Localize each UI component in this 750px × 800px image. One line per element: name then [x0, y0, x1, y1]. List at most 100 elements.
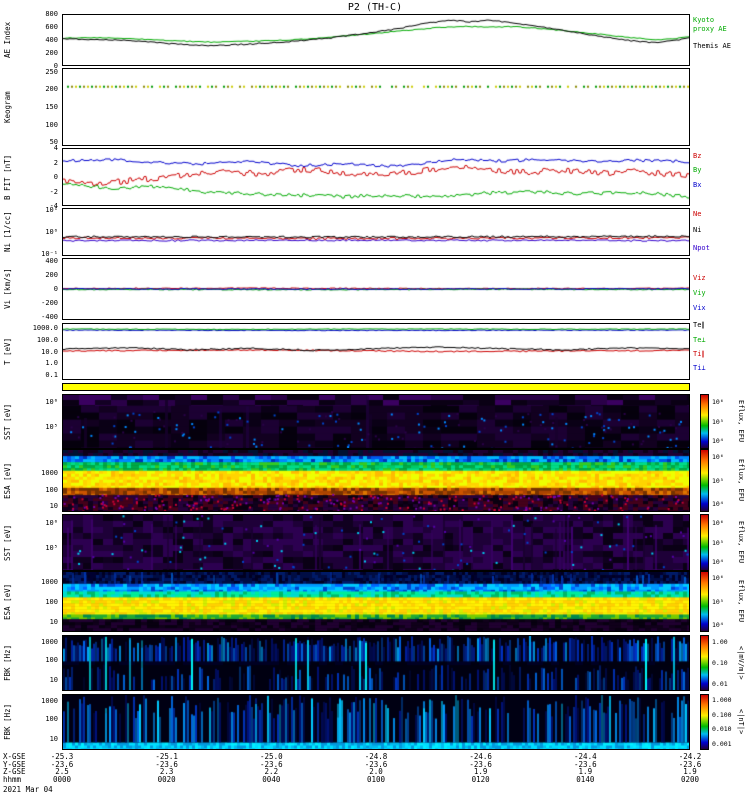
colorbar-unit-4: <|mV/m|> — [737, 646, 745, 680]
footer-value: -23.6 — [364, 759, 388, 769]
ytick-label-vi: 0 — [53, 285, 58, 293]
panel-bfit — [62, 148, 690, 206]
legend-label-vi: Viz — [693, 274, 706, 282]
left-axis-label-esa_elec: ESA [eV] — [3, 583, 12, 620]
colorbar-3 — [700, 571, 709, 632]
ytick-label-fbk_e: 100 — [45, 656, 58, 665]
ytick-label-bfit: 0 — [53, 173, 58, 181]
ytick-label-vi: -200 — [41, 298, 58, 307]
footer-value: -23.6 — [260, 759, 283, 769]
ytick-label-sst_ion: 10⁶ — [45, 398, 58, 407]
left-axis-label-ae: AE Index — [3, 21, 12, 59]
ytick-label-fbk_b: 10 — [49, 734, 58, 743]
footer-value: 0100 — [366, 774, 386, 784]
left-axis-label-sst_elec: SST [eV] — [3, 524, 12, 561]
colorbar-tick-2: 10⁵ — [712, 538, 724, 547]
ytick-label-temp: 1000.0 — [32, 323, 58, 332]
ytick-label-keogram: 100 — [45, 120, 58, 129]
colorbar-0 — [700, 394, 709, 449]
panel-esa_elec — [62, 571, 690, 632]
panel-vi — [62, 258, 690, 320]
ytick-label-temp: 100.0 — [36, 335, 58, 344]
ytick-label-bfit: -4 — [49, 202, 58, 210]
legend-label-temp: Ti⊥ — [693, 364, 706, 372]
panel-ae — [62, 14, 690, 66]
ytick-label-fbk_b: 1000 — [41, 696, 58, 705]
legend-label-ni: Ne — [693, 210, 702, 218]
footer-value: 2.2 — [264, 767, 279, 777]
plot-canvas-esa_ion — [63, 450, 689, 511]
panel-sst_elec — [62, 514, 690, 571]
footer-value: 0000 — [52, 774, 72, 784]
ytick-label-ae: 0 — [53, 62, 58, 70]
left-axis-label-vi: Vi [km/s] — [3, 268, 12, 310]
panel-roi — [62, 383, 690, 391]
legend-label-bfit: By — [693, 166, 702, 174]
ytick-label-temp: 1.0 — [45, 359, 58, 368]
legend-label-bfit: Bx — [693, 181, 702, 189]
colorbar-tick-4: 0.01 — [712, 680, 728, 689]
colorbar-tick-5: 0.100 — [712, 710, 732, 719]
footer-value: -24.6 — [469, 752, 492, 761]
footer-value: -25.0 — [260, 752, 283, 761]
ytick-label-ni: 10⁰ — [45, 228, 58, 236]
panel-ni — [62, 208, 690, 256]
footer-value: -24.4 — [574, 752, 597, 761]
footer-value: -23.6 — [469, 759, 492, 769]
left-axis-label-keogram: Keogram — [3, 91, 12, 123]
left-axis-label-temp: T [eV] — [3, 337, 12, 366]
ytick-label-keogram: 250 — [45, 67, 58, 76]
plot-canvas-ae — [63, 15, 689, 65]
panel-fbk_e — [62, 635, 690, 691]
ytick-label-esa_elec: 100 — [45, 597, 58, 606]
left-axis-label-bfit: B FIT [nT] — [3, 154, 12, 200]
ytick-label-bfit: 4 — [53, 144, 58, 152]
colorbar-tick-3: 10⁶ — [712, 574, 724, 583]
ytick-label-sst_ion: 10⁵ — [45, 423, 58, 431]
colorbar-tick-1: 10⁵ — [712, 476, 724, 485]
ytick-label-keogram: 50 — [49, 138, 58, 147]
plot-canvas-sst_ion — [63, 395, 689, 448]
ytick-label-ae: 800 — [45, 10, 58, 18]
footer-row-label-hhmm: hhmm — [3, 774, 22, 784]
colorbar-unit-3: Eflux, EFU — [737, 580, 745, 623]
ytick-label-vi: 200 — [45, 271, 58, 280]
colorbar-tick-5: 0.010 — [712, 725, 732, 734]
colorbar-unit-2: Eflux, EFU — [737, 521, 745, 564]
footer-value: -23.6 — [678, 759, 702, 769]
footer-value: 2.5 — [55, 767, 69, 777]
ytick-label-ni: 10¹ — [45, 206, 58, 215]
colorbar-tick-2: 10⁶ — [712, 518, 724, 527]
colorbar-4 — [700, 635, 709, 691]
footer-row-label-Y-GSE: Y-GSE — [3, 759, 26, 769]
ytick-label-bfit: 2 — [53, 158, 58, 167]
ytick-label-bfit: -2 — [49, 187, 58, 196]
colorbar-tick-4: 0.10 — [712, 659, 728, 667]
footer-value: -23.6 — [155, 759, 178, 769]
plot-canvas-bfit — [63, 149, 689, 205]
footer-value: 1.9 — [473, 767, 488, 777]
legend-label-bfit: Bz — [693, 152, 702, 160]
ytick-label-sst_elec: 10⁶ — [45, 518, 58, 527]
ytick-label-keogram: 150 — [45, 103, 58, 111]
legend-label-ae: Kyoto — [693, 16, 715, 24]
colorbar-1 — [700, 449, 709, 512]
colorbar-tick-5: 1.000 — [712, 695, 732, 704]
ytick-label-ni: 10⁻¹ — [41, 249, 58, 258]
legend-label-ni: Ni — [693, 226, 702, 234]
footer-value: -24.8 — [364, 752, 388, 761]
ytick-label-vi: 400 — [45, 257, 58, 266]
left-axis-label-fbk_b: FBK [Hz] — [3, 703, 12, 741]
footer-value: 1.9 — [578, 767, 593, 777]
plot-canvas-fbk_b — [63, 695, 689, 749]
panel-fbk_b — [62, 694, 690, 750]
plot-canvas-temp — [63, 324, 689, 379]
footer-value: 0040 — [262, 774, 281, 784]
plot-canvas-keogram — [63, 69, 689, 145]
panel-temp — [62, 323, 690, 380]
colorbar-tick-1: 10⁴ — [712, 500, 724, 509]
ytick-label-esa_ion: 100 — [45, 485, 58, 494]
footer-row-label-Z-GSE: Z-GSE — [3, 767, 26, 777]
footer-value: 0120 — [471, 774, 490, 784]
footer-value: -25.1 — [155, 752, 178, 761]
